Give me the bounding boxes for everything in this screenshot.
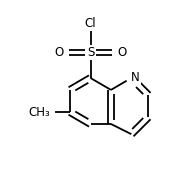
Text: N: N <box>131 71 140 84</box>
Text: O: O <box>118 46 127 59</box>
Text: CH₃: CH₃ <box>28 106 50 119</box>
Text: Cl: Cl <box>85 17 96 30</box>
Text: S: S <box>87 46 94 59</box>
Text: O: O <box>54 46 63 59</box>
